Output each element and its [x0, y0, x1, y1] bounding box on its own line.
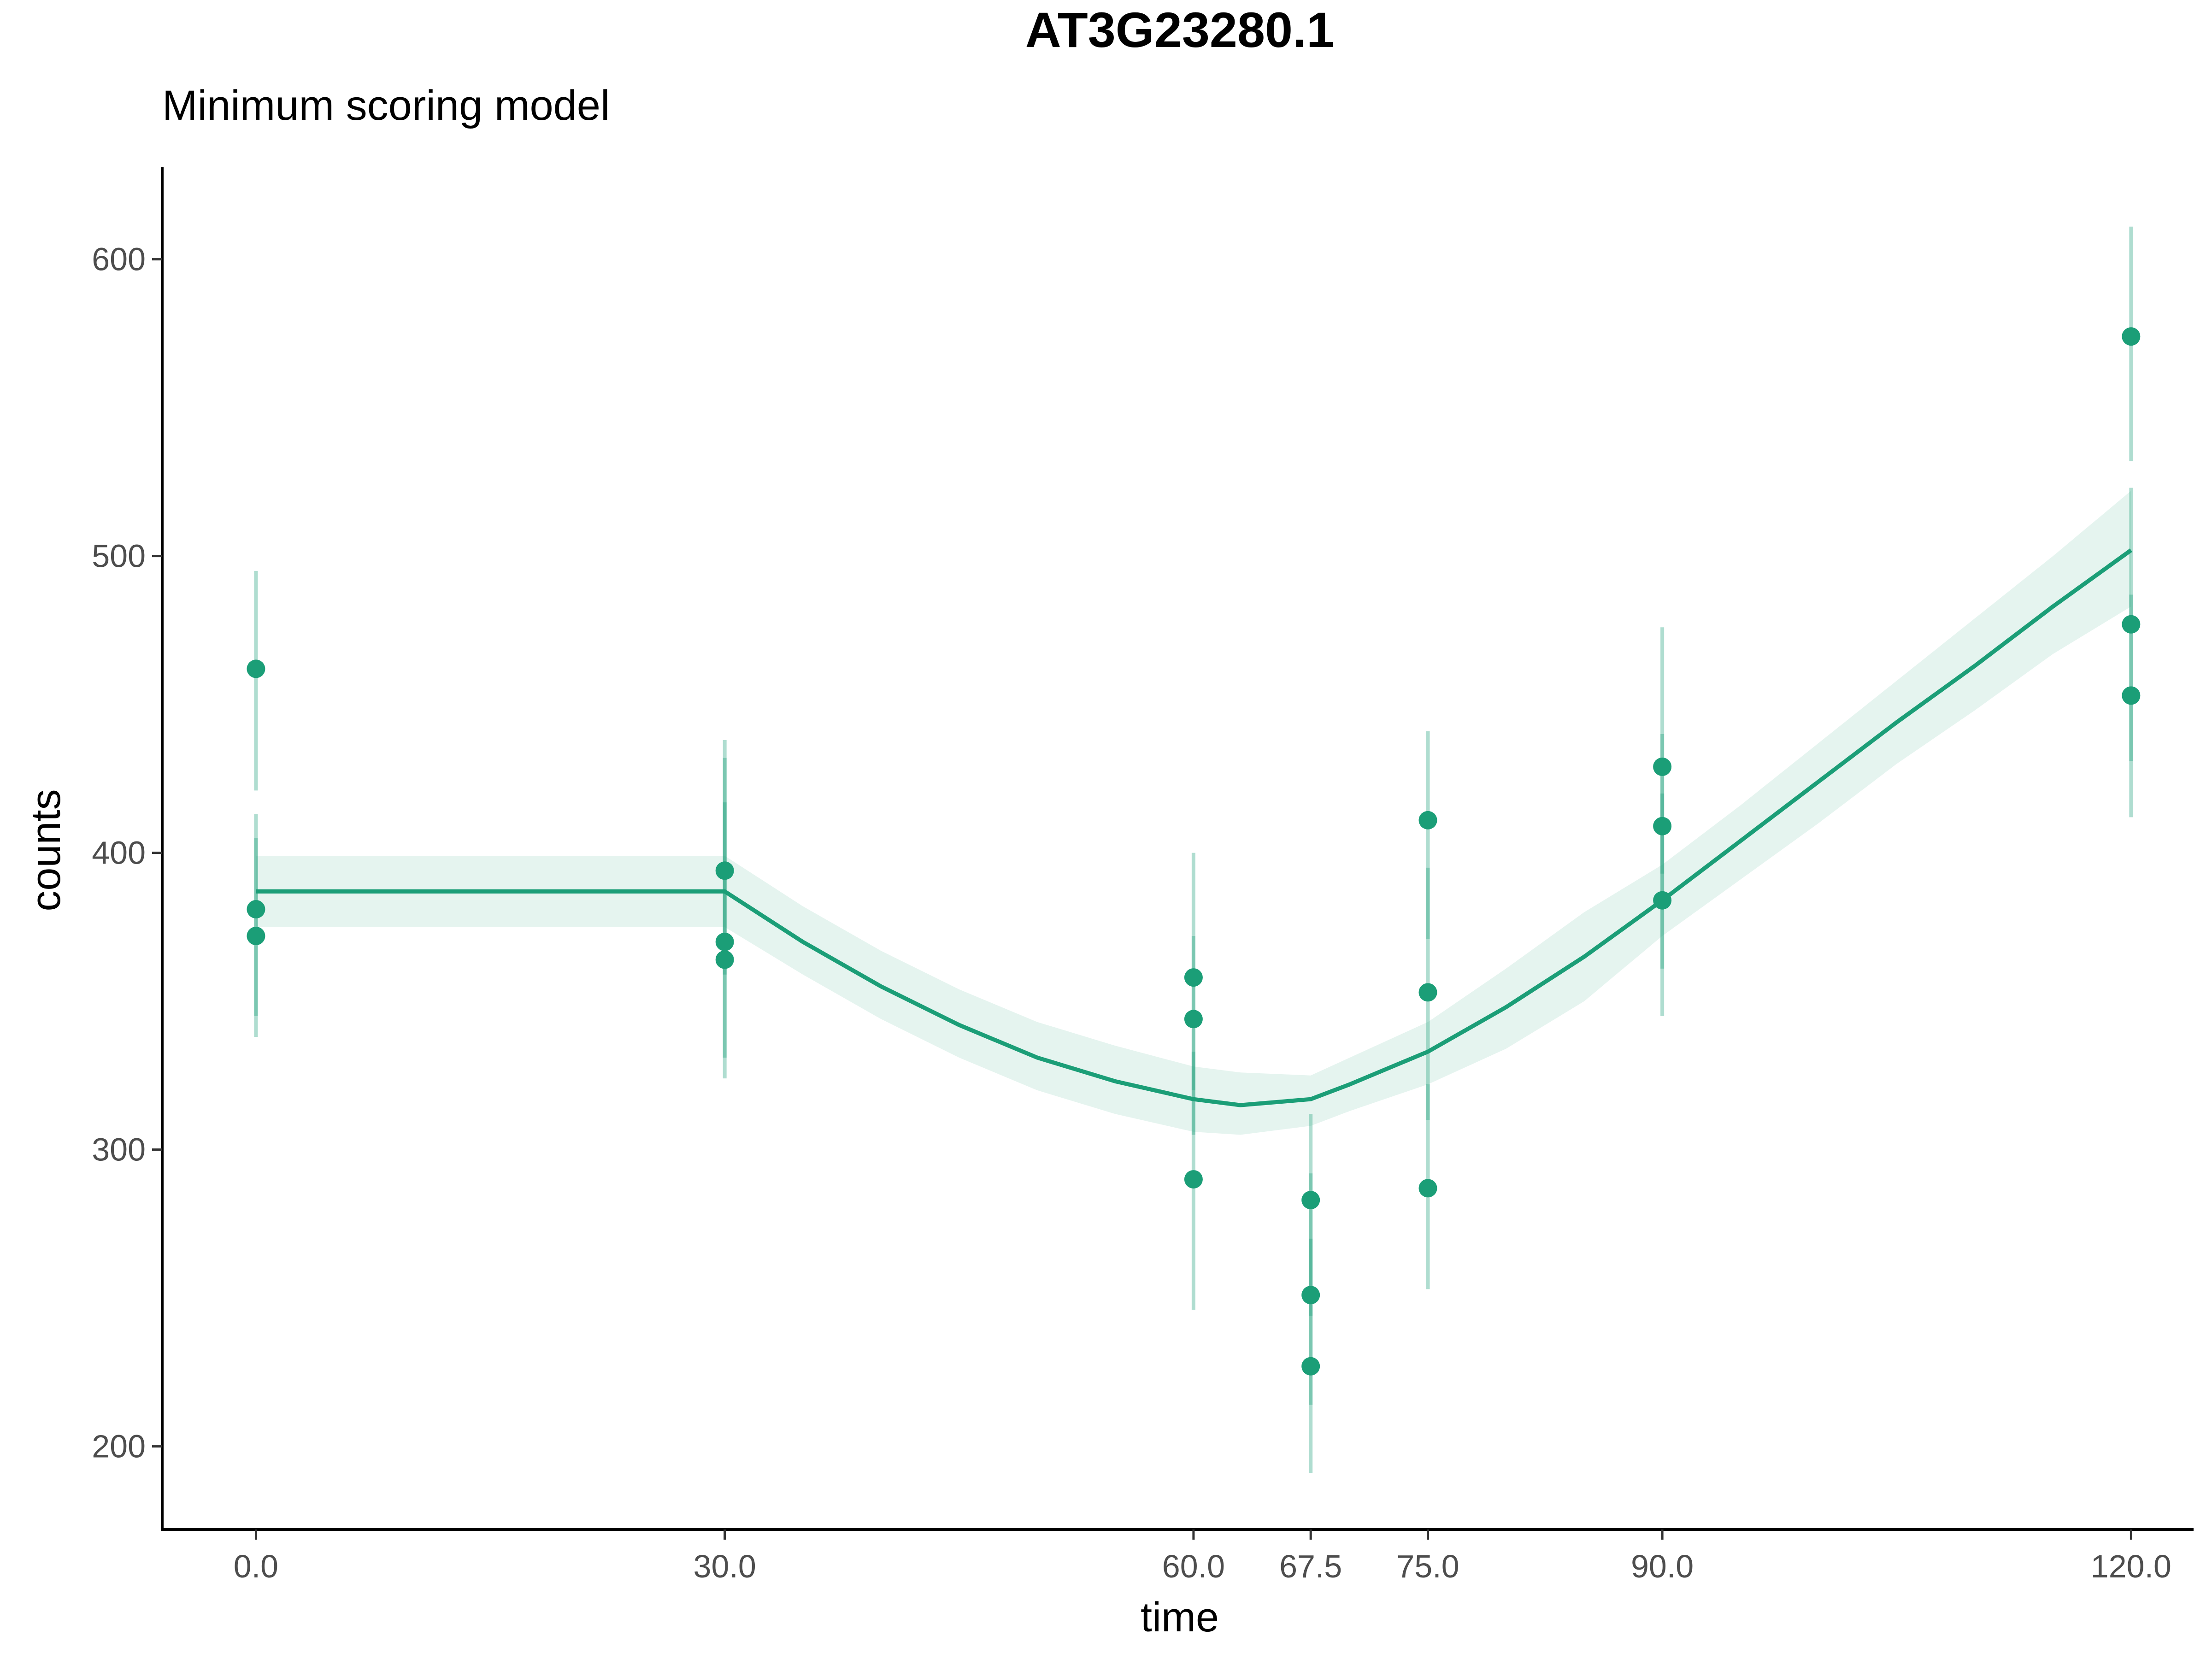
data-point — [715, 932, 734, 951]
data-point — [715, 950, 734, 969]
confidence-band — [256, 491, 2131, 1135]
data-point — [1418, 811, 1437, 830]
x-tick-label: 67.5 — [1279, 1548, 1342, 1584]
x-tick-label: 120.0 — [2091, 1548, 2171, 1584]
data-point — [2122, 615, 2141, 634]
y-axis-title: counts — [23, 789, 69, 911]
axes — [161, 167, 2194, 1531]
data-point — [1418, 983, 1437, 1002]
chart-subtitle: Minimum scoring model — [162, 82, 610, 129]
data-point — [1653, 817, 1672, 835]
data-point — [1184, 968, 1203, 987]
data-point — [1184, 1010, 1203, 1029]
data-point — [247, 900, 265, 919]
data-point — [1184, 1170, 1203, 1189]
data-point — [1418, 1179, 1437, 1198]
x-ticks: 0.0 30.0 60.0 67.5 75.0 90.0 120.0 — [234, 1530, 2171, 1584]
x-tick-label: 30.0 — [694, 1548, 756, 1584]
y-tick-label: 500 — [92, 538, 146, 574]
y-tick-label: 300 — [92, 1132, 146, 1168]
data-point — [247, 926, 265, 945]
chart-title: AT3G23280.1 — [1025, 2, 1334, 58]
data-point — [247, 659, 265, 678]
fit-line — [256, 548, 2133, 1107]
data-point — [1301, 1357, 1320, 1376]
data-point — [2122, 686, 2141, 705]
x-tick-label: 90.0 — [1631, 1548, 1694, 1584]
plot-area — [247, 226, 2141, 1473]
data-point — [715, 861, 734, 880]
y-ticks: 200 300 400 500 600 — [92, 241, 162, 1465]
y-tick-label: 600 — [92, 241, 146, 277]
data-point — [2122, 327, 2141, 346]
x-tick-label: 75.0 — [1396, 1548, 1459, 1584]
data-point — [1653, 757, 1672, 776]
x-tick-label: 60.0 — [1162, 1548, 1225, 1584]
x-axis-title: time — [1141, 1594, 1219, 1641]
y-tick-label: 400 — [92, 835, 146, 871]
data-point — [1301, 1191, 1320, 1210]
data-point — [1301, 1286, 1320, 1305]
y-tick-label: 200 — [92, 1429, 146, 1465]
x-tick-label: 0.0 — [234, 1548, 278, 1584]
data-point — [1653, 891, 1672, 910]
